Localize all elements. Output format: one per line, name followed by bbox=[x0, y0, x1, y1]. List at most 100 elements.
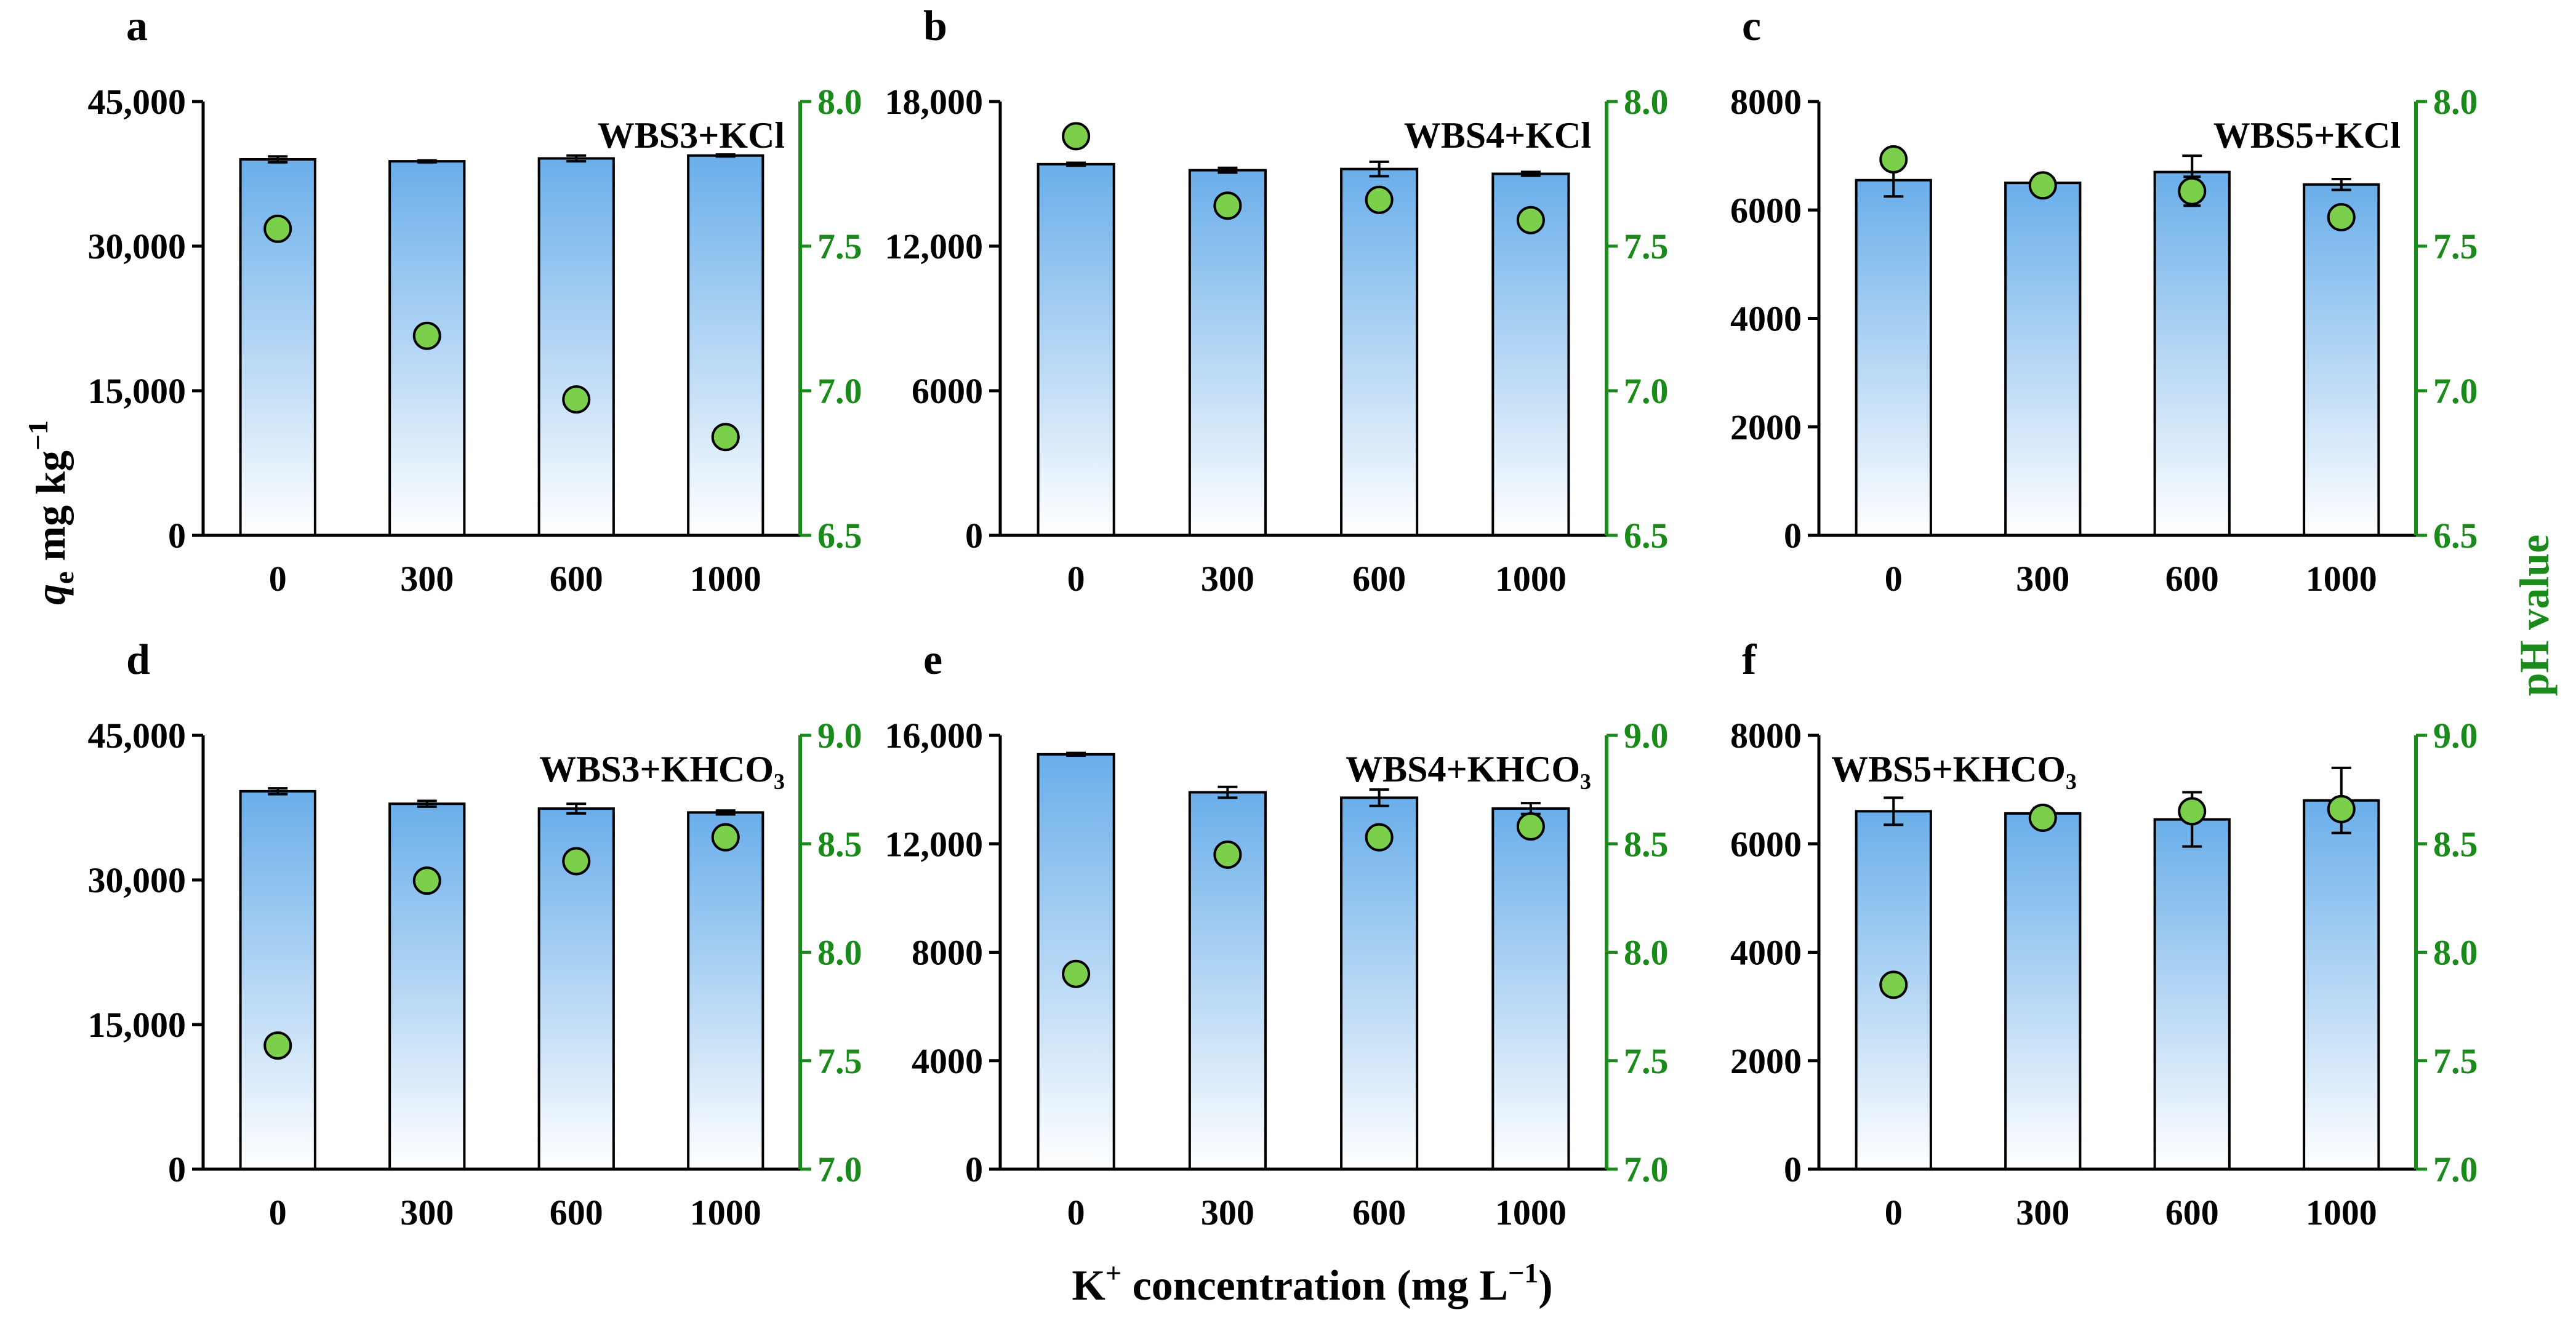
y-right-tick-label: 7.0 bbox=[817, 1149, 862, 1189]
bar bbox=[1188, 169, 1267, 537]
bar bbox=[1340, 796, 1419, 1170]
y-right-tick-label: 9.0 bbox=[2433, 716, 2478, 756]
panel-b: b 0 6000 12,000 18,000 6.5 7.0 7.5 8.0 0 300 600 100… bbox=[885, 2, 1669, 599]
y-left-tick-label: 45,000 bbox=[88, 82, 187, 122]
x-tick-label: 0 bbox=[269, 1193, 287, 1233]
ph-point bbox=[562, 385, 591, 414]
ph-point bbox=[1879, 145, 1908, 174]
y-right-tick-label: 9.0 bbox=[1624, 716, 1669, 756]
panel-d: d 0 15,000 30,000 45,000 7.0 7.5 8.0 8.5 9.0 0 300 6… bbox=[88, 636, 862, 1233]
y-left-tick-label: 6000 bbox=[1730, 190, 1802, 230]
y-left-tick-label: 8000 bbox=[1730, 82, 1802, 122]
y-right-tick-label: 7.0 bbox=[1624, 1149, 1669, 1189]
y-left-tick-label: 2000 bbox=[1730, 1041, 1802, 1081]
bar bbox=[687, 811, 764, 1171]
panel-f: f 0 2000 4000 6000 8000 7.0 7.5 8.0 8.5 9.0 0 300 600… bbox=[1730, 636, 2478, 1233]
bar bbox=[1491, 807, 1570, 1170]
ph-point bbox=[1516, 206, 1545, 234]
ph-point bbox=[2178, 797, 2207, 826]
ph-point bbox=[2028, 803, 2057, 832]
y-right-tick-label: 8.5 bbox=[2433, 824, 2478, 864]
x-tick-label: 300 bbox=[2016, 559, 2069, 599]
ph-point bbox=[1213, 191, 1242, 220]
ph-point bbox=[2327, 203, 2356, 231]
x-tick-label: 0 bbox=[1885, 559, 1903, 599]
y-left-tick-label: 4000 bbox=[1730, 299, 1802, 339]
panel-e: e 0 4000 8000 12,000 16,000 7.0 7.5 8.0 8.5 9.0 0 30… bbox=[885, 636, 1669, 1233]
ph-point bbox=[1516, 812, 1545, 841]
x-tick-label: 600 bbox=[1352, 559, 1406, 599]
y-left-tick-label: 18,000 bbox=[885, 82, 984, 122]
x-tick-label: 0 bbox=[1067, 1193, 1085, 1233]
y-right-tick-label: 8.0 bbox=[817, 82, 862, 122]
y-right-tick-label: 8.0 bbox=[2433, 82, 2478, 122]
y-left-tick-label: 4000 bbox=[912, 1041, 983, 1081]
panel-letter: a bbox=[126, 2, 148, 50]
y-left-tick-label: 0 bbox=[168, 516, 186, 556]
y-right-tick-label: 7.5 bbox=[2433, 226, 2478, 266]
y-right-tick-label: 7.5 bbox=[1624, 226, 1669, 266]
x-tick-label: 300 bbox=[1201, 1193, 1254, 1233]
bar bbox=[239, 789, 316, 1171]
x-tick-label: 600 bbox=[550, 559, 603, 599]
x-tick-label: 1000 bbox=[690, 559, 761, 599]
ph-point bbox=[1062, 122, 1091, 151]
panel-c: c 0 2000 4000 6000 8000 6.5 7.0 7.5 8.0 0 300 600 100… bbox=[1730, 2, 2478, 599]
y-right-tick-label: 6.5 bbox=[1624, 516, 1669, 556]
x-tick-label: 1000 bbox=[1495, 559, 1567, 599]
y-left-tick-label: 0 bbox=[965, 1149, 983, 1189]
bar bbox=[1037, 162, 1115, 537]
bar bbox=[2153, 170, 2231, 537]
x-tick-label: 1000 bbox=[2306, 559, 2377, 599]
panel-title: WBS4+KHCO₃ bbox=[1346, 749, 1591, 789]
ph-point bbox=[1365, 185, 1394, 214]
ph-point bbox=[263, 214, 292, 243]
y-left-tick-label: 2000 bbox=[1730, 407, 1802, 447]
y-right-tick-label: 7.0 bbox=[2433, 1149, 2478, 1189]
panel-title: WBS3+KHCO₃ bbox=[539, 749, 785, 789]
y-left-tick-label: 15,000 bbox=[88, 371, 187, 411]
ph-point bbox=[1062, 959, 1091, 988]
ph-point bbox=[412, 866, 441, 895]
y-left-tick-label: 8000 bbox=[1730, 716, 1802, 756]
y-left-tick-label: 8000 bbox=[912, 933, 983, 973]
y-right-tick-label: 7.5 bbox=[1624, 1041, 1669, 1081]
y-left-tick-label: 0 bbox=[1784, 516, 1802, 556]
x-tick-label: 0 bbox=[269, 559, 287, 599]
y-right-tick-label: 8.5 bbox=[817, 824, 862, 864]
y-right-tick-label: 7.5 bbox=[817, 226, 862, 266]
bar bbox=[388, 802, 466, 1170]
y-right-tick-label: 7.0 bbox=[2433, 371, 2478, 411]
y-left-tick-label: 45,000 bbox=[88, 716, 187, 756]
panel-letter: c bbox=[1742, 2, 1761, 50]
x-tick-label: 1000 bbox=[1495, 1193, 1567, 1233]
x-tick-label: 300 bbox=[400, 559, 454, 599]
ph-point bbox=[412, 321, 441, 350]
bar bbox=[1855, 178, 1932, 537]
y-left-tick-label: 0 bbox=[168, 1149, 186, 1189]
ph-point bbox=[562, 847, 591, 876]
panel-letter: b bbox=[923, 2, 947, 50]
ph-point bbox=[711, 423, 740, 452]
panel-a: a 0 15,000 30,000 45,000 6.5 7.0 7.5 8.0 0 300 600 1… bbox=[88, 2, 862, 599]
x-tick-label: 600 bbox=[1352, 1193, 1406, 1233]
x-tick-label: 300 bbox=[2016, 1193, 2069, 1233]
y-right-tick-label: 8.0 bbox=[1624, 933, 1669, 973]
bar bbox=[2303, 799, 2380, 1170]
bar bbox=[1340, 167, 1419, 537]
panel-letter: d bbox=[126, 636, 150, 684]
ph-point bbox=[1365, 823, 1394, 852]
panels: a 0 15,000 30,000 45,000 6.5 7.0 7.5 8.0 0 300 600 1… bbox=[88, 2, 2478, 1233]
panel-letter: f bbox=[1742, 636, 1757, 684]
x-tick-label: 1000 bbox=[690, 1193, 761, 1233]
ph-point bbox=[263, 1031, 292, 1060]
bar bbox=[537, 157, 615, 537]
y-right-axis-label: pH value bbox=[2511, 535, 2558, 697]
y-left-tick-label: 0 bbox=[1784, 1149, 1802, 1189]
y-right-tick-label: 8.0 bbox=[1624, 82, 1669, 122]
panel-title: WBS5+KHCO₃ bbox=[1831, 749, 2077, 789]
ph-point bbox=[1213, 840, 1242, 869]
y-left-tick-label: 30,000 bbox=[88, 860, 187, 900]
panel-letter: e bbox=[923, 636, 942, 684]
